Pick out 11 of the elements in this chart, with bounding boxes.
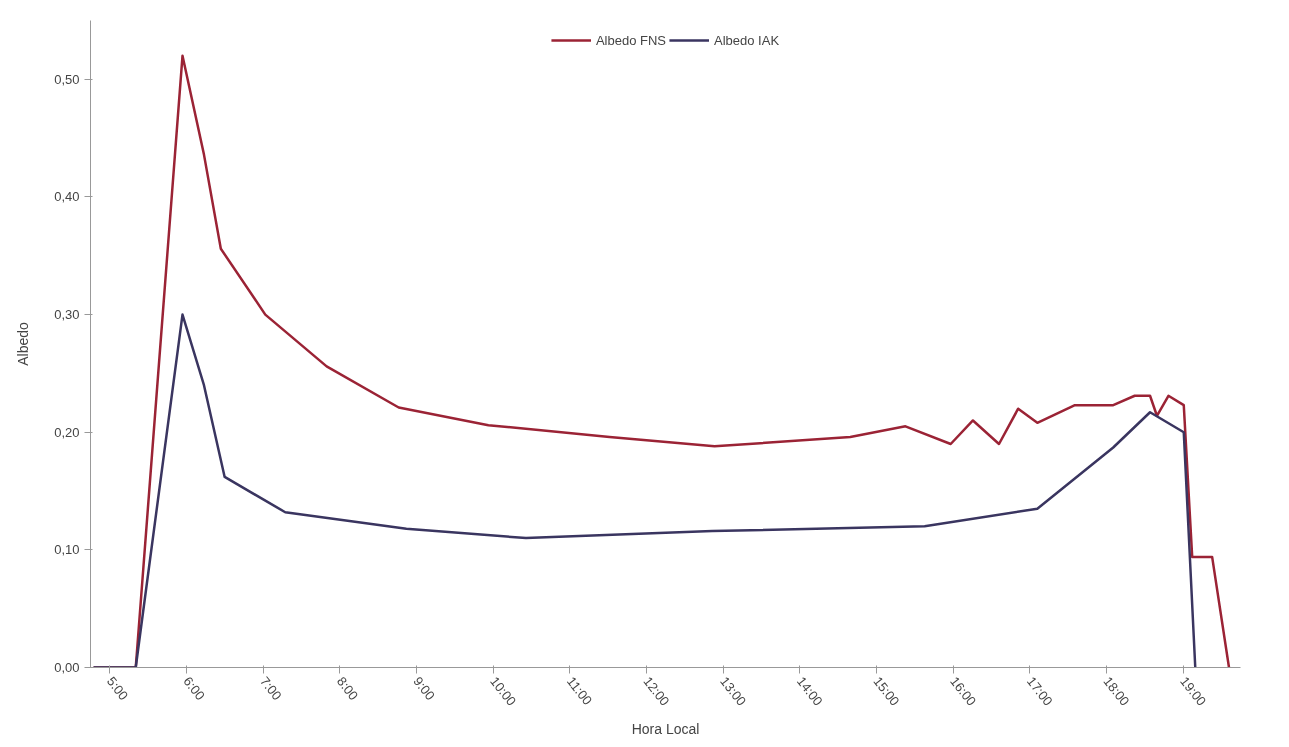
y-tick-label: 0,10 [54, 542, 80, 558]
legend-label: Albedo IAK [714, 32, 780, 48]
y-tick-label: 0,40 [54, 189, 80, 205]
y-tick-label: 0,50 [54, 71, 80, 87]
x-axis-title: Hora Local [631, 721, 700, 738]
y-axis-title: Albedo [15, 321, 32, 366]
y-tick-label: 0,00 [54, 660, 80, 675]
legend-label: Albedo FNS [595, 32, 667, 48]
line-series [92, 313, 1197, 668]
y-tick-label: 0,30 [54, 307, 80, 323]
y-tick-label: 0,20 [54, 424, 80, 440]
